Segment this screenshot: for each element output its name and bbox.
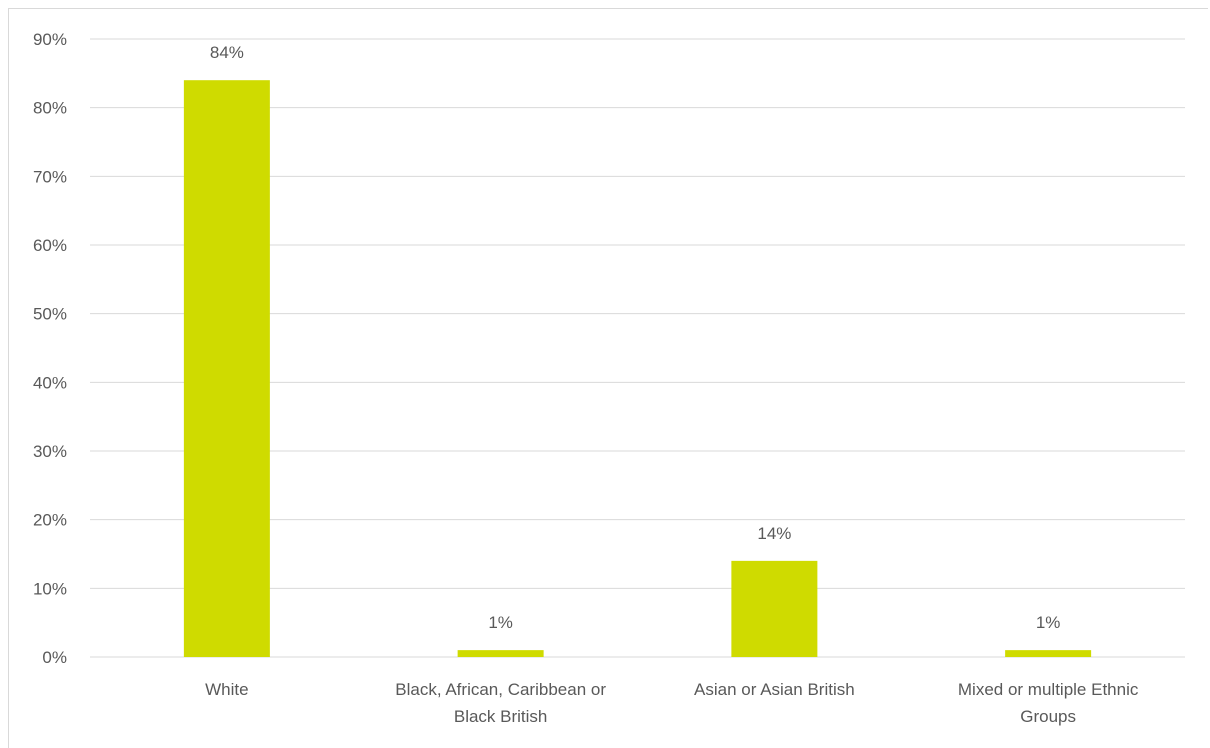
bars <box>183 80 1092 657</box>
y-tick-label: 50% <box>33 305 67 324</box>
chart-frame <box>8 8 1208 748</box>
category-label: Black, African, Caribbean or Black Britis… <box>395 680 606 726</box>
category-label: White <box>205 680 248 699</box>
bar <box>457 650 544 657</box>
y-tick-label: 70% <box>33 167 67 186</box>
category-label-line: Asian or Asian British <box>694 680 855 699</box>
category-label-line: Black, African, Caribbean or <box>395 680 606 699</box>
y-tick-label: 10% <box>33 579 67 598</box>
category-label-line: Groups <box>1020 707 1076 726</box>
gridlines <box>90 38 1185 658</box>
bar <box>731 560 818 657</box>
y-tick-label: 30% <box>33 442 67 461</box>
y-tick-label: 60% <box>33 236 67 255</box>
bar <box>183 80 270 657</box>
data-label: 84% <box>210 43 244 62</box>
y-tick-label: 0% <box>42 648 67 667</box>
category-label-line: White <box>205 680 248 699</box>
y-tick-label: 90% <box>33 30 67 49</box>
x-axis-categories: White Black, African, Caribbean or Black B… <box>205 680 1139 726</box>
bar <box>1005 650 1092 657</box>
category-label: Asian or Asian British <box>694 680 855 699</box>
y-tick-label: 80% <box>33 99 67 118</box>
y-tick-label: 40% <box>33 373 67 392</box>
data-label: 1% <box>488 613 513 632</box>
data-labels: 84% 1% 14% 1% <box>210 43 1061 632</box>
category-label-line: Mixed or multiple Ethnic <box>958 680 1139 699</box>
data-label: 1% <box>1036 613 1061 632</box>
y-tick-label: 20% <box>33 511 67 530</box>
data-label: 14% <box>757 524 791 543</box>
category-label: Mixed or multiple Ethnic Groups <box>958 680 1139 726</box>
category-label-line: Black British <box>454 707 548 726</box>
y-axis-ticks: 0% 10% 20% 30% 40% 50% 60% 70% 80% 90% <box>33 30 67 667</box>
